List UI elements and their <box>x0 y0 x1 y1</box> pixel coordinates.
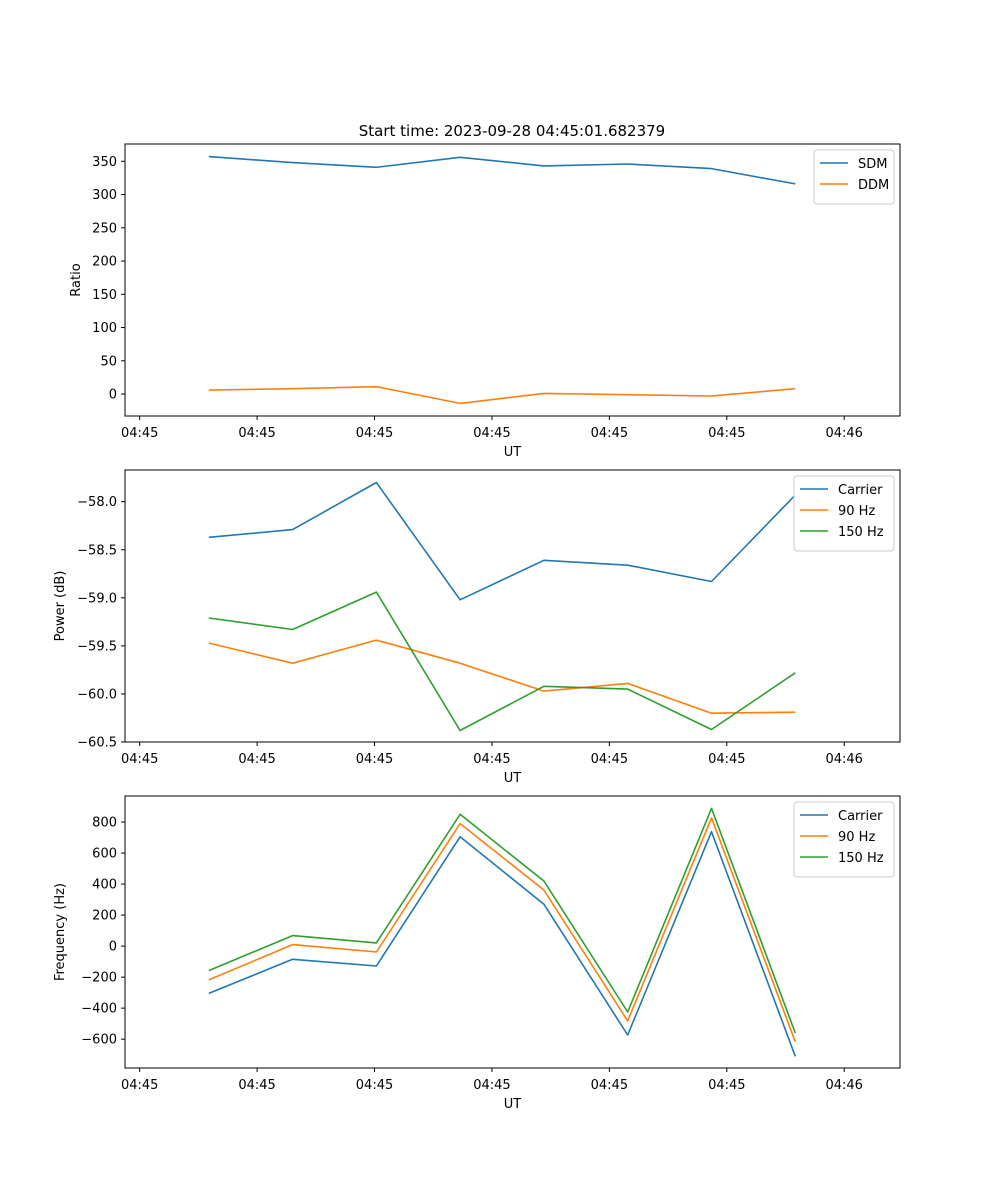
x-tick-label: 04:45 <box>708 752 745 767</box>
y-tick-label: −60.0 <box>77 687 117 702</box>
subplot-1: 04:45 04:45 04:45 04:45 04:45 04:45 04:46 0 50 10… <box>69 143 901 460</box>
legend-label: 90 Hz <box>838 830 875 845</box>
x-axis-label: UT <box>504 771 522 786</box>
x-tick-label: 04:45 <box>121 752 158 767</box>
x-tick-label: 04:45 <box>238 426 275 441</box>
y-tick-label: 100 <box>92 321 117 336</box>
legend-label: Carrier <box>838 483 883 498</box>
x-tick-label: 04:45 <box>121 426 158 441</box>
legend: SDM DDM <box>813 149 895 205</box>
legend-box <box>793 801 895 878</box>
series-line-carrier <box>208 830 797 1057</box>
series-line-150-hz <box>208 591 796 732</box>
legend-label: Carrier <box>838 809 883 824</box>
x-tick-label: 04:45 <box>708 426 745 441</box>
y-tick-label: 250 <box>92 221 117 236</box>
legend-box <box>793 475 895 552</box>
legend-label: DDM <box>858 178 889 193</box>
x-tick-label: 04:45 <box>473 1078 510 1093</box>
y-tick-label: 350 <box>92 155 117 170</box>
series-line-150-hz <box>208 807 797 1034</box>
x-axis-label: UT <box>504 1097 522 1112</box>
y-tick-label: 800 <box>92 816 117 831</box>
x-tick-label: 04:46 <box>825 1078 862 1093</box>
y-tick-label: 600 <box>92 847 117 862</box>
series-line-sdm <box>208 155 796 185</box>
chart-title: Start time: 2023-09-28 04:45:01.682379 <box>359 122 665 140</box>
legend-label: 150 Hz <box>838 851 884 866</box>
x-tick-label: 04:45 <box>591 752 628 767</box>
y-tick-label: −58.5 <box>77 543 117 558</box>
y-tick-label: 0 <box>109 940 117 955</box>
x-axis-label: UT <box>504 445 522 460</box>
y-tick-label: −400 <box>81 1002 117 1017</box>
x-tick-label: 04:45 <box>238 752 275 767</box>
series-line-90-hz <box>208 639 796 715</box>
x-tick-label: 04:46 <box>825 752 862 767</box>
x-tick-label: 04:45 <box>473 426 510 441</box>
legend-label: 150 Hz <box>838 525 884 540</box>
y-axis-label: Power (dB) <box>53 571 68 642</box>
x-tick-label: 04:46 <box>825 426 862 441</box>
legend: Carrier 90 Hz 150 Hz <box>793 801 895 878</box>
y-tick-label: 0 <box>109 388 117 403</box>
x-tick-label: 04:45 <box>121 1078 158 1093</box>
series-line-carrier <box>208 481 796 601</box>
x-tick-label: 04:45 <box>591 426 628 441</box>
y-tick-label: 150 <box>92 288 117 303</box>
y-tick-label: 200 <box>92 255 117 270</box>
x-tick-label: 04:45 <box>238 1078 275 1093</box>
subplot-3: 04:45 04:45 04:45 04:45 04:45 04:45 04:46 −600 −… <box>53 795 901 1112</box>
subplot-2: 04:45 04:45 04:45 04:45 04:45 04:45 04:46 −58.0… <box>53 469 901 786</box>
y-tick-label: −59.5 <box>77 639 117 654</box>
y-tick-label: 50 <box>100 354 117 369</box>
legend: Carrier 90 Hz 150 Hz <box>793 475 895 552</box>
y-tick-label: −60.5 <box>77 736 117 751</box>
y-axis-label: Frequency (Hz) <box>53 883 68 981</box>
y-tick-label: 400 <box>92 878 117 893</box>
y-tick-label: 300 <box>92 188 117 203</box>
y-axis-label: Ratio <box>69 263 84 296</box>
x-tick-label: 04:45 <box>473 752 510 767</box>
y-tick-label: −58.0 <box>77 495 117 510</box>
subplot-panels: 04:45 04:45 04:45 04:45 04:45 04:45 04:46 0 50 10… <box>53 143 901 1112</box>
x-tick-label: 04:45 <box>356 426 393 441</box>
y-tick-label: −600 <box>81 1033 117 1048</box>
x-tick-label: 04:45 <box>356 1078 393 1093</box>
axes-frame <box>124 469 901 743</box>
y-tick-label: −200 <box>81 971 117 986</box>
legend-label: 90 Hz <box>838 504 875 519</box>
y-tick-label: 200 <box>92 909 117 924</box>
axes-frame <box>124 143 901 417</box>
series-line-90-hz <box>208 817 797 1043</box>
axes-frame <box>124 795 901 1069</box>
y-tick-label: −59.0 <box>77 591 117 606</box>
x-tick-label: 04:45 <box>356 752 393 767</box>
x-tick-label: 04:45 <box>591 1078 628 1093</box>
series-line-ddm <box>208 385 796 405</box>
legend-label: SDM <box>858 157 887 172</box>
x-tick-label: 04:45 <box>708 1078 745 1093</box>
